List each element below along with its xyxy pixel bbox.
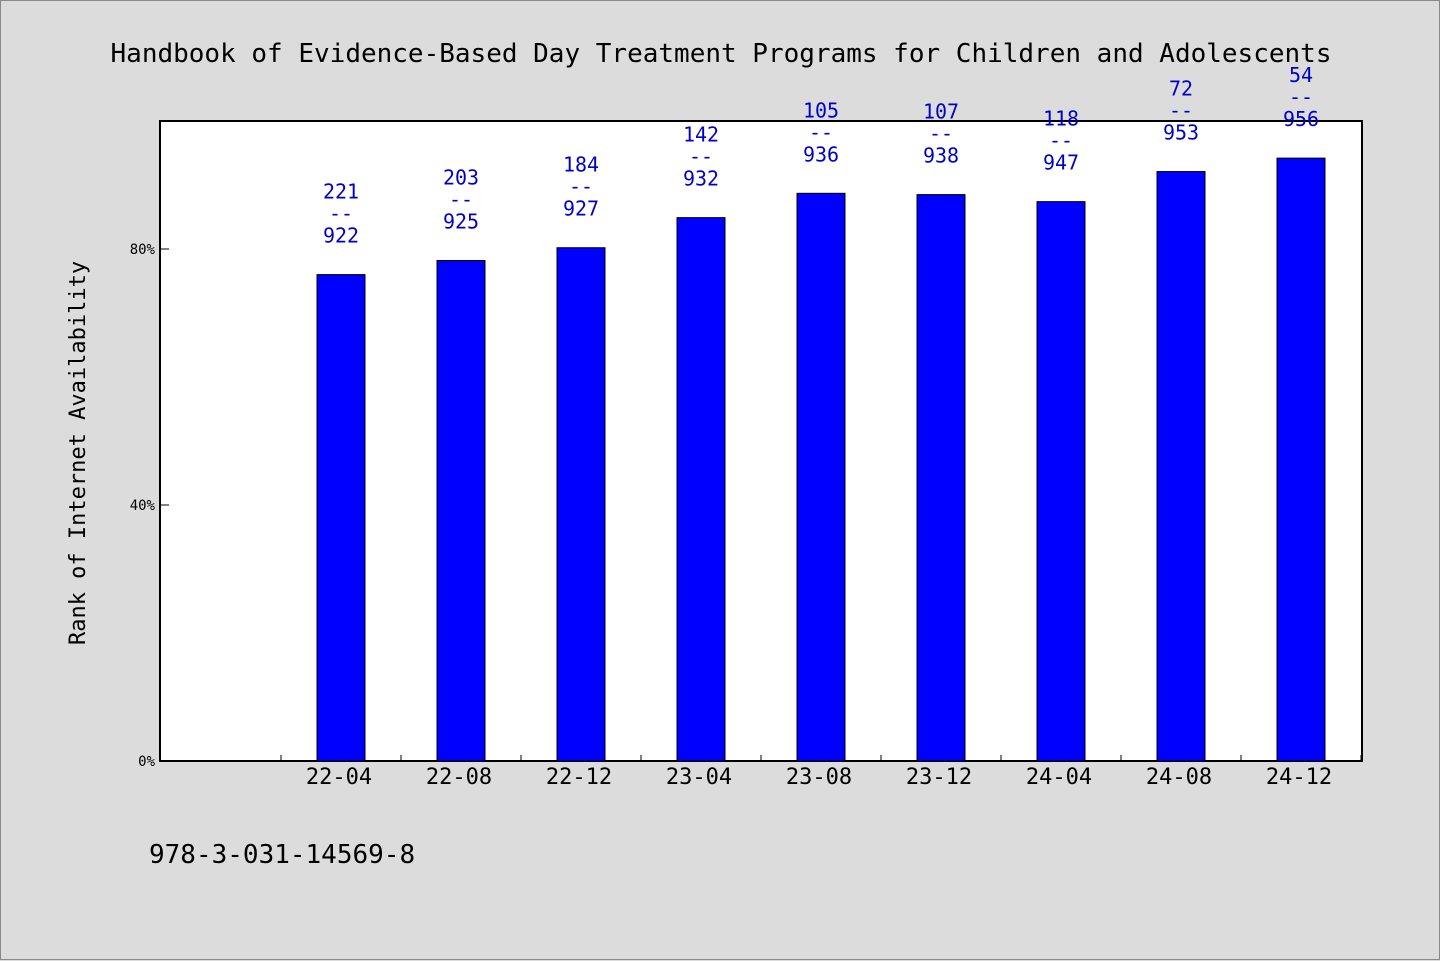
data-label: 947 [1043,151,1079,175]
data-label: 927 [563,197,599,221]
footnote-isbn: 978-3-031-14569-8 [149,840,415,870]
bar [796,192,846,762]
chart-title: Handbook of Evidence-Based Day Treatment… [111,39,1332,69]
data-label: 105 [803,98,839,122]
data-label: 142 [683,123,719,147]
x-tick-label: 24-04 [1026,765,1092,790]
x-tick-label: 23-12 [906,765,972,790]
x-tick-label: 24-08 [1146,765,1212,790]
y-axis-title: Rank of Internet Availability [66,261,91,645]
bar [916,194,966,762]
data-label: -- [1289,85,1313,109]
data-label: 953 [1163,121,1199,145]
x-tick-label: 23-08 [786,765,852,790]
data-label: -- [449,188,473,212]
bar [436,260,486,762]
data-label: -- [569,175,593,199]
bar [1156,171,1206,762]
data-label: 54 [1289,63,1313,87]
data-label: -- [329,202,353,226]
x-tick-label: 22-12 [546,765,612,790]
y-tick-label: 40% [130,498,156,514]
data-label: -- [689,145,713,169]
y-axis: 0% 40% 80% [130,242,169,770]
data-label: 221 [323,180,359,204]
data-label: 956 [1283,107,1319,131]
x-tick-label: 24-12 [1266,765,1332,790]
data-label: 932 [683,167,719,191]
bar [316,274,366,762]
bars-layer [316,157,1326,762]
bar [1276,157,1326,762]
data-label: 925 [443,210,479,234]
data-label: -- [809,120,833,144]
data-label: 118 [1043,107,1079,131]
bar [676,217,726,762]
x-tick-label: 23-04 [666,765,732,790]
data-label: -- [1049,129,1073,153]
x-axis: 22-04 22-08 22-12 23-04 23-08 23-12 24-04 24-08… [280,755,1362,790]
x-tick-label: 22-08 [426,765,492,790]
y-tick-label: 0% [138,754,155,770]
data-label: 107 [923,100,959,124]
data-label: 922 [323,224,359,248]
y-tick-label: 80% [130,242,156,258]
bar [1036,201,1086,762]
data-label: 184 [563,153,599,177]
data-label: 938 [923,144,959,168]
bar [556,247,606,762]
data-label: -- [1169,99,1193,123]
data-label: 72 [1169,77,1193,101]
data-label: -- [929,122,953,146]
data-label: 203 [443,166,479,190]
data-labels-layer: 221--922203--925184--927142--932105--936… [323,63,1319,247]
data-label: 936 [803,142,839,166]
x-tick-label: 22-04 [306,765,372,790]
